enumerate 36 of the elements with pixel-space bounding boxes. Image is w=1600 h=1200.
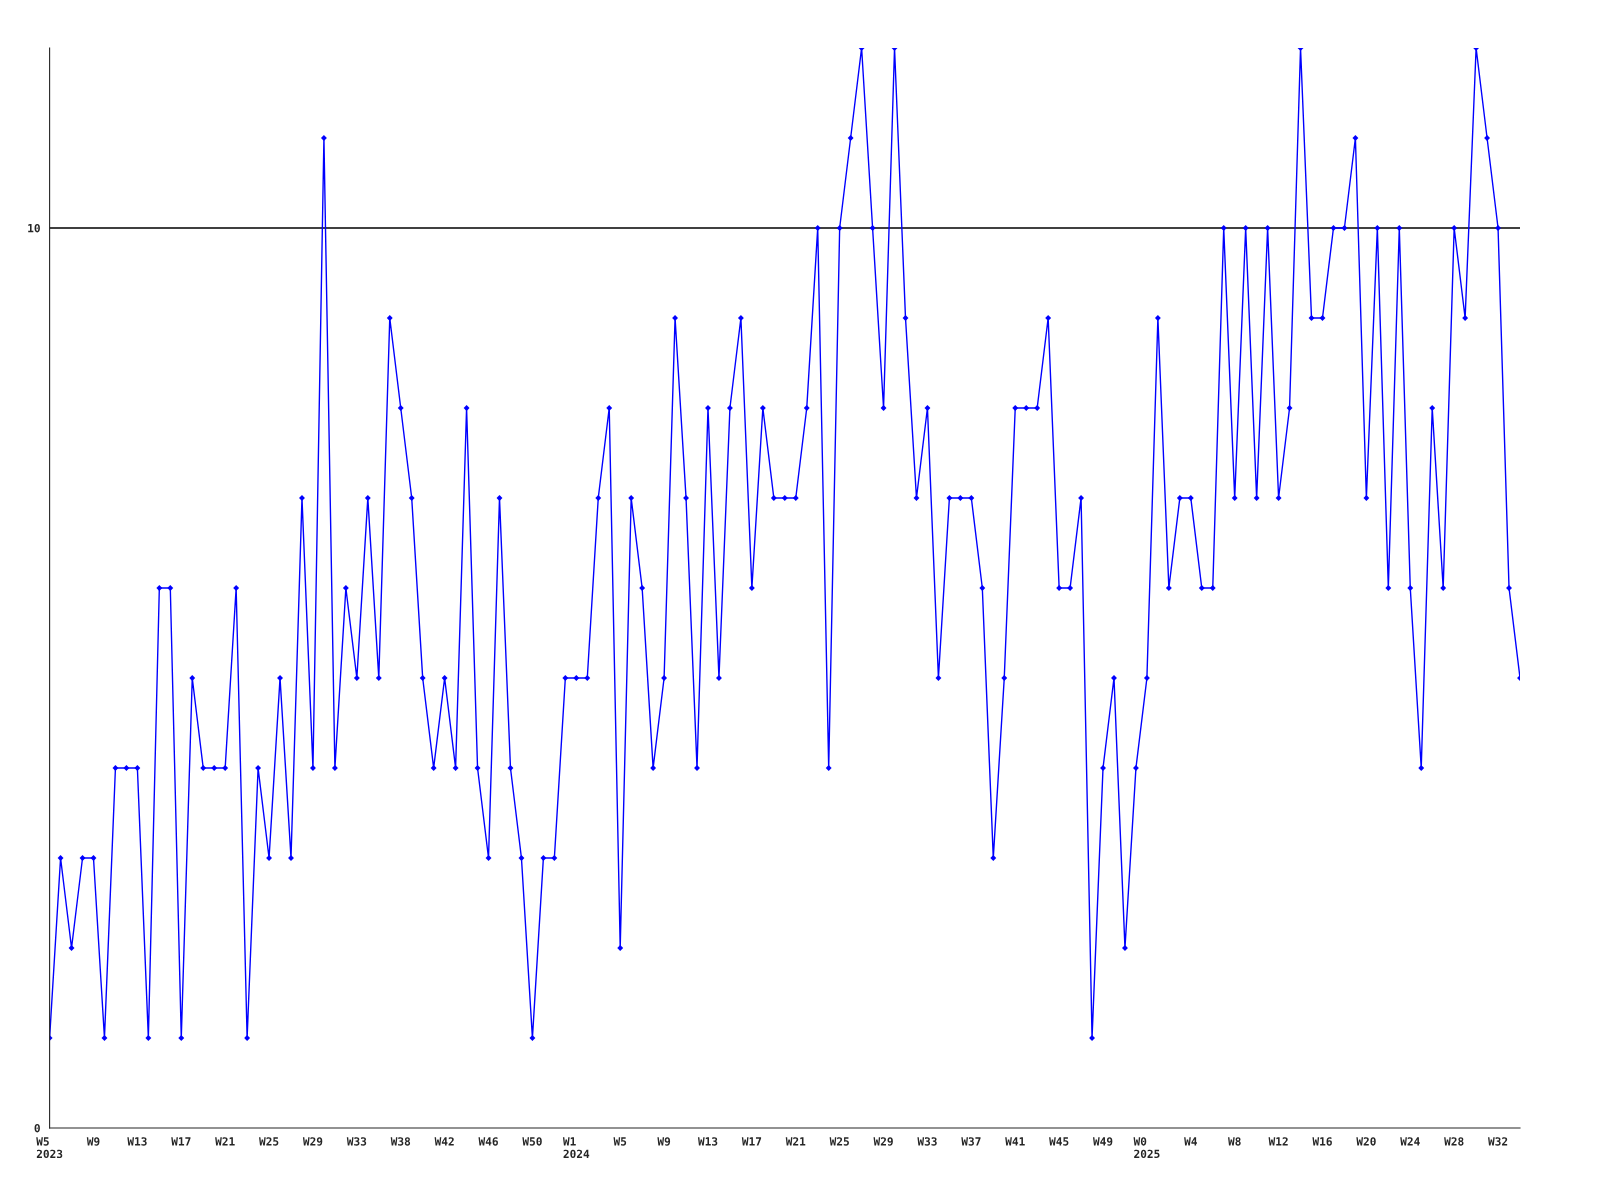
x-tick-label: W25 xyxy=(829,1137,849,1146)
x-tick-label: W25 xyxy=(259,1137,279,1146)
x-tick-label: W4 xyxy=(1184,1137,1197,1146)
x-tick-label: W5 2023 xyxy=(36,1137,63,1159)
x-tick-label: W13 xyxy=(697,1137,718,1146)
x-tick-label: W9 xyxy=(86,1137,100,1146)
x-tick-label: W41 xyxy=(1005,1137,1025,1146)
x-tick-label: W33 xyxy=(917,1137,937,1146)
x-tick-label: W20 xyxy=(1356,1137,1376,1146)
x-tick-label: W29 xyxy=(302,1137,323,1146)
x-tick-label: W21 xyxy=(785,1137,806,1146)
x-tick-label: W1 2024 xyxy=(562,1137,590,1159)
x-tick-label: W9 xyxy=(657,1137,671,1146)
x-tick-label: W38 xyxy=(390,1137,411,1146)
x-tick-label: W46 xyxy=(478,1137,498,1146)
x-tick-label: W21 xyxy=(215,1137,235,1146)
y-tick-label: 10 xyxy=(28,223,40,233)
x-tick-label: W28 xyxy=(1444,1137,1464,1146)
y-tick-label: 0 xyxy=(34,1123,40,1133)
x-tick-label: W12 xyxy=(1268,1137,1288,1146)
x-tick-label: W5 xyxy=(613,1137,627,1146)
x-tick-label: W42 xyxy=(434,1137,454,1146)
x-tick-label: W24 xyxy=(1400,1137,1420,1146)
x-tick-label: W49 xyxy=(1092,1137,1113,1146)
x-tick-label: W37 xyxy=(961,1137,981,1146)
x-tick-label: W16 xyxy=(1312,1137,1332,1146)
x-tick-label: W29 xyxy=(873,1137,893,1146)
x-tick-label: W50 xyxy=(522,1137,542,1146)
x-tick-label: W17 xyxy=(171,1137,191,1146)
x-tick-label: W8 xyxy=(1228,1137,1241,1146)
x-tick-label: W33 xyxy=(346,1137,367,1146)
x-tick-label: W32 xyxy=(1488,1137,1508,1146)
x-tick-label: W45 xyxy=(1049,1137,1069,1146)
x-tick-label: W13 xyxy=(127,1137,147,1146)
x-tick-label: W17 xyxy=(741,1137,762,1146)
x-tick-label: W0 2025 xyxy=(1133,1137,1160,1159)
